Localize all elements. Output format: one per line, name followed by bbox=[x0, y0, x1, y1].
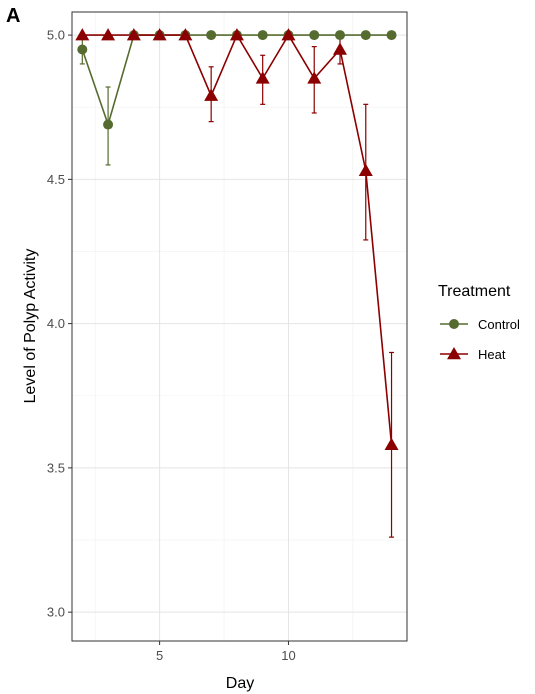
heat-point bbox=[384, 437, 399, 451]
control-legend-marker bbox=[449, 319, 459, 329]
control-point bbox=[77, 44, 88, 55]
grid-minor-lines bbox=[72, 12, 407, 641]
x-tick-label: 10 bbox=[281, 648, 295, 663]
x-tick-label: 5 bbox=[156, 648, 163, 663]
control-point bbox=[335, 30, 345, 41]
control-point bbox=[206, 30, 217, 41]
panel-background bbox=[72, 12, 407, 641]
heat-legend-marker bbox=[447, 347, 461, 360]
heat-point bbox=[152, 28, 167, 41]
y-tick-label: 4.0 bbox=[47, 316, 65, 331]
control-point bbox=[386, 30, 397, 41]
heat-point bbox=[75, 28, 90, 41]
control-point bbox=[360, 30, 371, 41]
control-point bbox=[257, 30, 268, 41]
heat-point bbox=[126, 28, 141, 41]
legend-entries: Control Heat bbox=[440, 317, 520, 362]
panel-letter: A bbox=[6, 5, 20, 27]
legend-title: Treatment bbox=[438, 283, 511, 300]
heat-point bbox=[255, 71, 270, 84]
heat-point bbox=[333, 42, 347, 55]
plot-panel bbox=[71, 11, 408, 642]
series-points bbox=[75, 28, 399, 451]
y-tick-label: 4.5 bbox=[47, 172, 65, 187]
x-axis-title: Day bbox=[226, 675, 254, 692]
y-tick-label: 3.5 bbox=[47, 460, 65, 475]
heat-legend-label: Heat bbox=[478, 347, 506, 362]
x-axis: 5 10 bbox=[156, 641, 296, 663]
heat-point bbox=[204, 88, 219, 101]
control-legend-label: Control bbox=[478, 317, 520, 332]
heat-point bbox=[229, 28, 244, 41]
y-tick-label: 3.0 bbox=[47, 605, 65, 620]
y-axis: 3.0 3.5 4.0 4.5 5.0 bbox=[47, 28, 72, 620]
heat-point bbox=[281, 28, 296, 41]
legend: Treatment Control Heat bbox=[438, 283, 520, 362]
control-point bbox=[309, 30, 320, 41]
control-point bbox=[103, 119, 114, 130]
panel-border bbox=[71, 11, 408, 642]
y-tick-label: 5.0 bbox=[47, 28, 65, 43]
y-axis-title: Level of Polyp Activity bbox=[22, 249, 39, 404]
heat-point bbox=[358, 163, 373, 176]
heat-point bbox=[307, 71, 322, 84]
heat-point bbox=[178, 28, 193, 41]
heat-point bbox=[101, 28, 116, 41]
